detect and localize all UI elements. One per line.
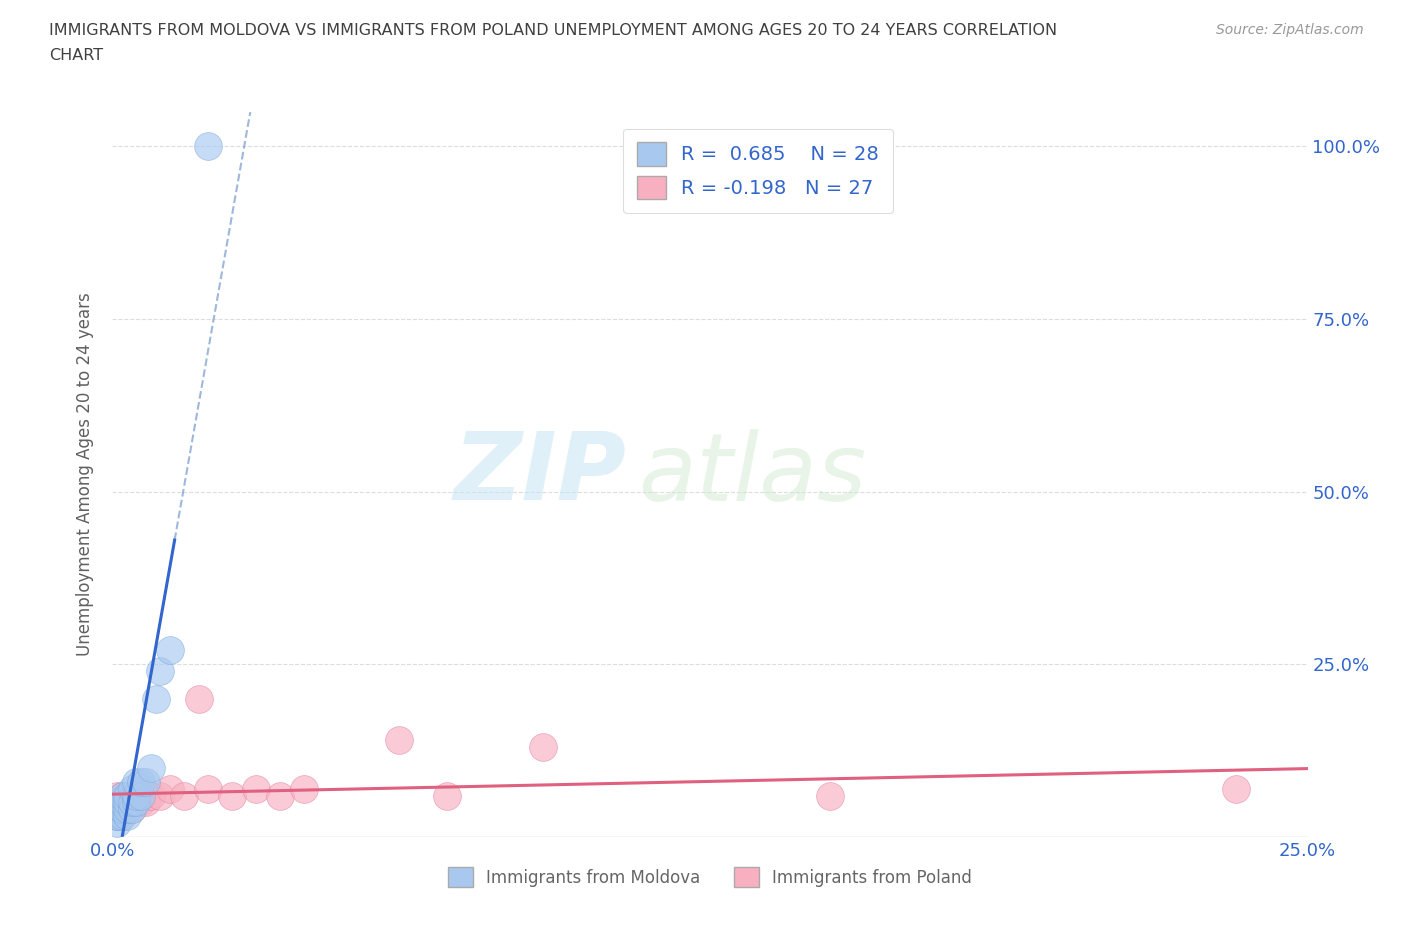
Point	[292, 781, 315, 796]
Point	[135, 775, 157, 790]
Point	[121, 802, 143, 817]
Point	[105, 809, 128, 824]
Point	[125, 795, 148, 810]
Point	[269, 788, 291, 803]
Point	[111, 809, 134, 824]
Point	[111, 795, 134, 810]
Point	[111, 788, 134, 803]
Point	[105, 802, 128, 817]
Point	[115, 788, 138, 803]
Point	[139, 788, 162, 803]
Point	[111, 802, 134, 817]
Point	[139, 761, 162, 776]
Point	[245, 781, 267, 796]
Point	[105, 809, 128, 824]
Point	[129, 775, 152, 790]
Point	[173, 788, 195, 803]
Point	[111, 788, 134, 803]
Text: Source: ZipAtlas.com: Source: ZipAtlas.com	[1216, 23, 1364, 37]
Text: CHART: CHART	[49, 48, 103, 63]
Point	[121, 795, 143, 810]
Point	[159, 643, 181, 658]
Legend: Immigrants from Moldova, Immigrants from Poland: Immigrants from Moldova, Immigrants from…	[441, 860, 979, 894]
Point	[115, 809, 138, 824]
Point	[105, 788, 128, 803]
Point	[531, 739, 554, 754]
Point	[149, 664, 172, 679]
Point	[159, 781, 181, 796]
Point	[125, 775, 148, 790]
Point	[818, 788, 841, 803]
Point	[115, 788, 138, 803]
Point	[187, 691, 209, 706]
Point	[111, 809, 134, 824]
Y-axis label: Unemployment Among Ages 20 to 24 years: Unemployment Among Ages 20 to 24 years	[76, 292, 94, 657]
Point	[121, 802, 143, 817]
Point	[129, 788, 152, 803]
Text: atlas: atlas	[638, 429, 866, 520]
Point	[135, 795, 157, 810]
Point	[197, 781, 219, 796]
Point	[145, 691, 167, 706]
Point	[105, 816, 128, 830]
Point	[125, 788, 148, 803]
Point	[105, 795, 128, 810]
Point	[115, 802, 138, 817]
Point	[388, 733, 411, 748]
Point	[115, 795, 138, 810]
Point	[105, 802, 128, 817]
Point	[221, 788, 243, 803]
Point	[105, 809, 128, 824]
Point	[115, 802, 138, 817]
Point	[129, 795, 152, 810]
Point	[125, 795, 148, 810]
Point	[149, 788, 172, 803]
Point	[197, 139, 219, 153]
Text: ZIP: ZIP	[454, 429, 627, 520]
Point	[121, 781, 143, 796]
Point	[121, 795, 143, 810]
Point	[1225, 781, 1247, 796]
Text: IMMIGRANTS FROM MOLDOVA VS IMMIGRANTS FROM POLAND UNEMPLOYMENT AMONG AGES 20 TO : IMMIGRANTS FROM MOLDOVA VS IMMIGRANTS FR…	[49, 23, 1057, 38]
Point	[436, 788, 458, 803]
Point	[111, 802, 134, 817]
